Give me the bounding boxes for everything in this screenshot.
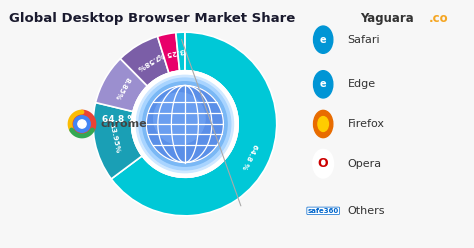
- Circle shape: [313, 71, 333, 98]
- Text: 7.58%: 7.58%: [135, 53, 160, 71]
- Wedge shape: [157, 32, 180, 73]
- Circle shape: [143, 82, 227, 166]
- Text: 8.85%: 8.85%: [113, 76, 130, 101]
- Text: chrome: chrome: [100, 119, 147, 129]
- Circle shape: [136, 75, 234, 173]
- Wedge shape: [96, 59, 147, 112]
- Text: safe360: safe360: [308, 208, 339, 214]
- Text: e: e: [320, 79, 327, 89]
- Circle shape: [313, 110, 333, 138]
- Wedge shape: [93, 103, 142, 179]
- Wedge shape: [111, 32, 277, 216]
- Circle shape: [78, 120, 86, 128]
- Circle shape: [154, 93, 205, 144]
- Text: Firefox: Firefox: [348, 119, 385, 129]
- Text: Global Desktop Browser Market Share: Global Desktop Browser Market Share: [9, 12, 296, 25]
- Circle shape: [313, 26, 333, 53]
- Text: 3.25 %: 3.25 %: [156, 47, 184, 59]
- Circle shape: [74, 116, 90, 132]
- Circle shape: [75, 118, 89, 130]
- Text: Safari: Safari: [348, 35, 380, 45]
- Text: Yaguara: Yaguara: [360, 12, 414, 25]
- Wedge shape: [176, 32, 185, 71]
- Circle shape: [132, 71, 238, 177]
- Text: O: O: [318, 157, 328, 170]
- Text: .co: .co: [429, 12, 448, 25]
- Text: Others: Others: [348, 206, 385, 216]
- Circle shape: [70, 112, 94, 136]
- Circle shape: [139, 78, 231, 170]
- Circle shape: [318, 117, 328, 131]
- Text: 64.8 %: 64.8 %: [101, 115, 136, 124]
- Text: Edge: Edge: [348, 79, 376, 89]
- Circle shape: [313, 150, 333, 177]
- Text: 64.8 %: 64.8 %: [241, 143, 259, 170]
- Wedge shape: [120, 36, 169, 86]
- Circle shape: [146, 85, 223, 163]
- Text: Opera: Opera: [348, 159, 382, 169]
- Text: e: e: [320, 35, 327, 45]
- Text: 13.95%: 13.95%: [108, 123, 120, 154]
